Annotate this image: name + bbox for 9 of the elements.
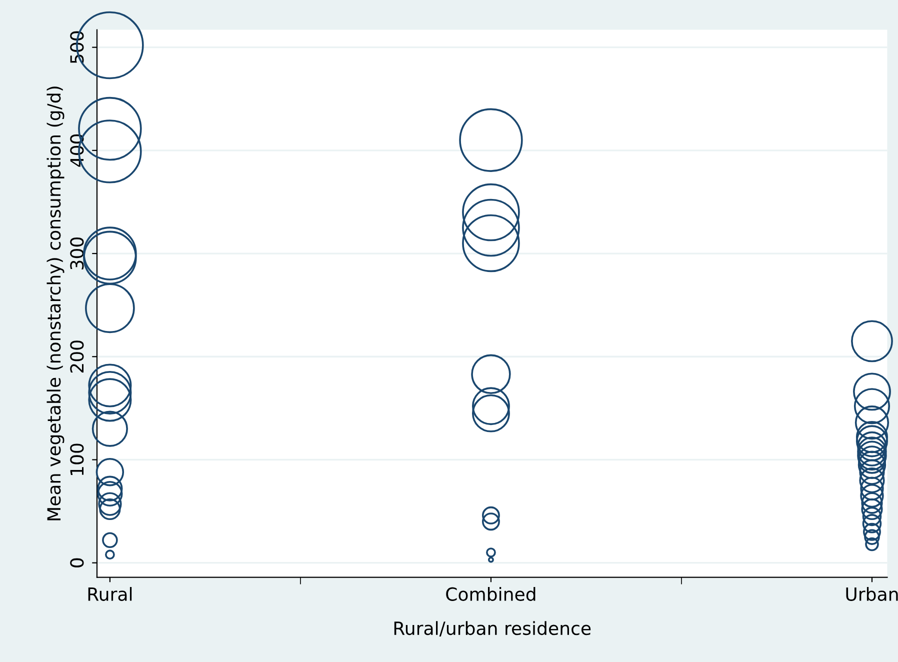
y-tick-label: 300 [70, 237, 84, 270]
x-tick-label: Urban [846, 586, 898, 601]
y-tick-label: 200 [70, 340, 84, 373]
x-tick-label: Combined [446, 586, 536, 601]
x-tick-label: Rural [88, 586, 132, 601]
x-axis-title: Rural/urban residence [394, 621, 591, 637]
y-tick-label: 0 [70, 558, 84, 568]
y-axis-title: Mean vegetable (nonstarchy) consumption (g/d) [46, 86, 64, 520]
y-tick-label: 100 [70, 444, 84, 475]
